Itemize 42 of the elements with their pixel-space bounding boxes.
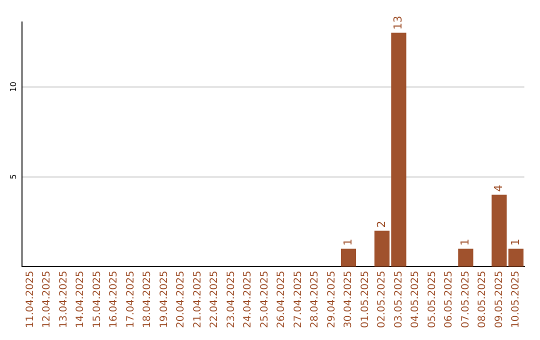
data-label: 2 xyxy=(374,220,388,228)
x-tick-label: 19.04.2025 xyxy=(158,270,170,328)
x-tick-label: 06.05.2025 xyxy=(444,270,455,328)
x-tick-label: 14.04.2025 xyxy=(75,270,86,328)
data-label: 1 xyxy=(508,238,522,246)
y-tick-label: 5 xyxy=(9,174,18,180)
x-tick-label: 03.05.2025 xyxy=(393,270,404,328)
x-tick-label: 17.04.2025 xyxy=(125,270,136,328)
bar xyxy=(458,248,474,267)
x-tick-label: 21.04.2025 xyxy=(192,270,204,328)
bar xyxy=(492,194,507,267)
x-tick-label: 11.04.2025 xyxy=(24,270,36,328)
x-tick-label: 04.05.2025 xyxy=(410,270,422,328)
x-tick-label: 26.04.2025 xyxy=(276,270,288,328)
x-tick-label: 29.04.2025 xyxy=(326,270,338,328)
x-tick-label: 20.04.2025 xyxy=(176,270,187,328)
x-tick-label: 07.05.2025 xyxy=(460,270,472,328)
x-tick-label: 30.04.2025 xyxy=(343,270,354,328)
x-tick-label: 08.05.2025 xyxy=(477,270,488,328)
x-tick-label: 09.05.2025 xyxy=(494,270,505,328)
x-tick-label: 24.04.2025 xyxy=(242,270,254,328)
y-tick-label: 10 xyxy=(9,82,18,92)
x-tick-label: 05.05.2025 xyxy=(426,270,438,328)
x-tick-label: 25.04.2025 xyxy=(259,270,270,328)
x-tick-label: 10.05.2025 xyxy=(510,270,522,328)
data-label: 4 xyxy=(492,184,506,192)
x-tick-label: 28.04.2025 xyxy=(310,270,321,328)
x-tick-label: 22.04.2025 xyxy=(209,270,220,328)
bar xyxy=(508,248,524,267)
x-tick-label: 13.04.2025 xyxy=(58,270,70,328)
bar xyxy=(340,248,356,267)
x-tick-label: 12.04.2025 xyxy=(42,270,53,328)
x-tick-label: 23.04.2025 xyxy=(226,270,237,328)
data-label: 1 xyxy=(341,238,354,246)
x-tick-label: 15.04.2025 xyxy=(92,270,103,328)
x-tick-label: 27.04.2025 xyxy=(292,270,304,328)
x-tick-label: 16.04.2025 xyxy=(108,270,120,328)
x-tick-label: 01.05.2025 xyxy=(360,270,371,328)
data-label: 13 xyxy=(392,16,405,30)
x-tick-label: 02.05.2025 xyxy=(376,270,388,328)
data-label: 1 xyxy=(458,238,472,246)
x-tick-label: 18.04.2025 xyxy=(142,270,154,328)
